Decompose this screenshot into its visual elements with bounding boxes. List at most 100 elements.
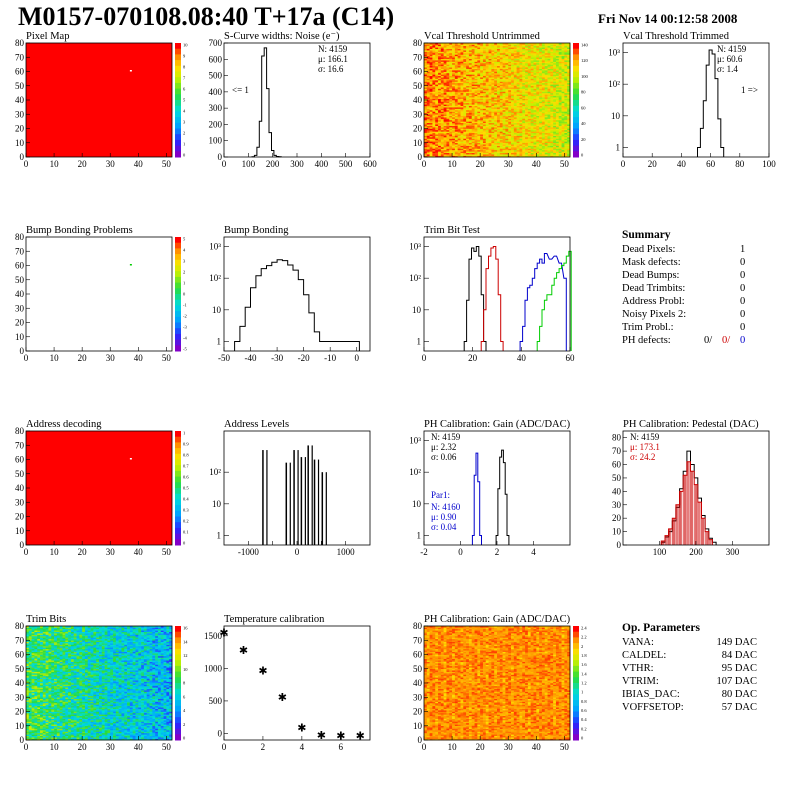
x-tick-label: 50 [560,742,570,752]
y-tick-label: 70 [15,52,25,62]
temperature-calibration-plot-area: ✱✱✱✱✱✱✱✱ [219,628,364,743]
palette-tick-label: 20 [581,137,586,142]
series-line [464,247,486,352]
x-tick-label: 20 [648,159,658,169]
x-tick-label: 4 [531,547,536,557]
summary-row-value: 0 [740,296,745,307]
x-tick-label: 80 [735,159,745,169]
x-tick-label: 50 [162,353,172,363]
series-line [472,453,481,545]
y-tick-label: 10³ [209,242,221,252]
special-pixel [130,458,132,460]
x-tick-label: 0 [422,159,427,169]
palette-tick-label: 4 [183,708,186,713]
x-tick-label: 500 [339,159,353,169]
y-tick-label: 70 [612,446,622,456]
x-tick-label: 0 [295,547,300,557]
y-tick-label: 10² [409,273,421,283]
x-tick-label: 40 [134,353,144,363]
x-tick-label: -2 [420,547,428,557]
y-tick-label: 50 [413,81,423,91]
y-tick-label: 50 [15,275,25,285]
heatmap-cells [26,626,172,740]
palette-tick-label: 0.8 [183,453,189,458]
y-tick-label: 10³ [608,48,620,58]
y-tick-label: 60 [15,67,25,77]
palette-tick-label: 120 [581,58,589,63]
x-tick-label: -1000 [238,547,259,557]
x-tick-label: 200 [689,547,703,557]
y-tick-label: 60 [413,67,423,77]
bump-bonding-plot-area [235,260,360,351]
x-tick-label: 0 [422,353,427,363]
y-tick-label: 40 [612,486,622,496]
y-tick-label: 30 [413,109,423,119]
y-tick-label: 0 [418,152,423,162]
x-tick-label: 20 [476,159,486,169]
op-parameter-value: 107 DAC [716,676,757,687]
y-tick-label: 10² [209,273,221,283]
y-tick-label: 80 [15,621,25,631]
x-tick-label: 30 [106,547,116,557]
y-tick-label: 10 [15,721,25,731]
x-tick-label: 20 [78,159,88,169]
y-tick-label: 10 [612,527,622,537]
y-tick-label: 10 [413,138,423,148]
x-tick-label: 0 [621,159,626,169]
summary-row-value: 0 [740,322,745,333]
data-point: ✱ [356,730,365,742]
x-tick-label: 10 [50,353,60,363]
op-parameter-label: VOFFSETOP: [622,702,684,713]
heatmap-fill [26,431,172,545]
y-tick-label: 10 [212,499,222,509]
x-tick-label: 50 [162,547,172,557]
stats2-text: μ: 0.90 [431,512,457,522]
x-tick-label: 10 [448,742,458,752]
y-tick-label: 40 [15,95,25,105]
y-tick-label: 1 [217,336,222,346]
scurve-widths-plot-area [252,48,281,157]
y-tick-label: 500 [209,71,223,81]
x-tick-label: 600 [363,159,377,169]
x-tick-label: 2 [261,742,266,752]
ph-defects-value: 0 [740,335,745,346]
y-tick-label: 400 [209,87,223,97]
x-tick-label: 2 [495,547,500,557]
y-tick-label: 80 [15,426,25,436]
scurve-widths-frame [224,43,370,157]
summary-row-label: Noisy Pixels 2: [622,309,686,320]
y-tick-label: 80 [612,433,622,443]
op-parameters-title: Op. Parameters [622,622,700,634]
x-tick-label: 4 [300,742,305,752]
y-tick-label: 60 [15,650,25,660]
stats-text: σ: 0.06 [431,452,457,462]
y-tick-label: 50 [15,469,25,479]
x-tick-label: 30 [504,159,514,169]
x-tick-label: 1000 [337,547,356,557]
data-point: ✱ [278,692,287,704]
x-tick-label: 40 [134,742,144,752]
y-tick-label: 80 [413,38,423,48]
op-parameter-label: VTRIM: [622,676,659,687]
x-tick-label: 20 [476,742,486,752]
palette-tick-label: 5 [183,98,186,103]
y-tick-label: 0 [418,735,423,745]
pixel-map-plot-area [26,43,172,157]
y-tick-label: 1 [417,530,422,540]
palette-tick-label: -2 [183,314,187,319]
palette-tick-label: 2 [183,270,185,275]
palette-tick-label: 0.5 [183,486,189,491]
y-tick-label: 10 [412,305,422,315]
palette-tick-label: 3 [183,259,186,264]
y-tick-label: 10 [15,138,25,148]
y-tick-label: 70 [15,440,25,450]
x-tick-label: 300 [290,159,304,169]
